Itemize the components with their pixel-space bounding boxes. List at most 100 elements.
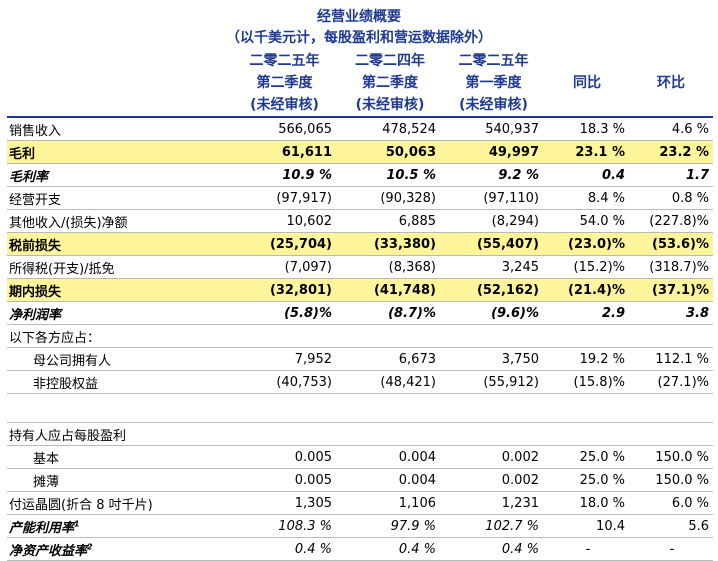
- cell-yoy: 10.4: [545, 514, 629, 538]
- header-q2-2024: 二零二四年 第二季度 (未经审核): [338, 50, 442, 118]
- cell-value: (97,110): [442, 186, 545, 210]
- cell-qoq: (227.8)%: [629, 209, 713, 233]
- row-label: 毛利: [7, 140, 231, 164]
- cell-value: 61,611: [231, 140, 338, 164]
- table-row: 所得税(开支)/抵免 (7,097) (8,368) 3,245 (15.2)% (318…: [7, 255, 713, 279]
- cell-qoq: (37.1)%: [629, 278, 713, 302]
- cell-yoy: 18.0 %: [545, 491, 629, 515]
- cell-value: (52,162): [442, 278, 545, 302]
- cell-value: 1,106: [338, 491, 442, 515]
- row-label: 母公司拥有人: [7, 347, 231, 371]
- page-title: 经营业绩概要: [317, 9, 401, 25]
- cell-value: (8,368): [338, 255, 442, 279]
- cell-value: (97,917): [231, 186, 338, 210]
- cell-value: (90,328): [338, 186, 442, 210]
- cell-yoy: (15.8)%: [545, 370, 629, 394]
- cell-value: (55,912): [442, 370, 545, 394]
- table-header-row: 二零二五年 第二季度 (未经审核) 二零二四年 第二季度 (未经审核) 二零二五年 第一季…: [7, 50, 713, 118]
- row-label: 以下各方应占：: [7, 324, 231, 348]
- table-row: 非控股权益 (40,753) (48,421) (55,912) (15.8)% (27.…: [7, 370, 713, 394]
- cell-yoy: 19.2 %: [545, 347, 629, 371]
- cell-value: 108.3 %: [231, 514, 338, 538]
- cell-value: (25,704): [231, 232, 338, 256]
- header-q2-2025: 二零二五年 第二季度 (未经审核): [231, 50, 338, 118]
- header-label-cell: [7, 50, 231, 118]
- page-subtitle: （以千美元计，每股盈利和营运数据除外）: [226, 30, 492, 46]
- cell-value: 0.004: [338, 445, 442, 469]
- cell-qoq: -: [629, 537, 713, 561]
- cell-yoy: 0.4: [545, 163, 629, 187]
- table-row: 付运晶圆(折合 8 吋千片) 1,305 1,106 1,231 18.0 % 6.0 %: [7, 491, 713, 515]
- cell-value: 0.005: [231, 468, 338, 492]
- row-label: 销售收入: [7, 117, 231, 141]
- results-summary: 经营业绩概要 （以千美元计，每股盈利和营运数据除外） 二零二五年 第二季度 (未经审…: [7, 9, 713, 561]
- table-row: 毛利率 10.9 % 10.5 % 9.2 % 0.4 1.7: [7, 163, 713, 187]
- cell-value: 10.9 %: [231, 163, 338, 187]
- row-label: 摊薄: [7, 468, 231, 492]
- table-row: 净利润率 (5.8)% (8.7)% (9.6)% 2.9 3.8: [7, 301, 713, 325]
- cell-value: 1,231: [442, 491, 545, 515]
- cell-qoq: (27.1)%: [629, 370, 713, 394]
- cell-value: 10.5 %: [338, 163, 442, 187]
- row-label: 所得税(开支)/抵免: [7, 255, 231, 279]
- cell-qoq: (53.6)%: [629, 232, 713, 256]
- table-row: 摊薄 0.005 0.004 0.002 25.0 % 150.0 %: [7, 468, 713, 492]
- table-row: 基本 0.005 0.004 0.002 25.0 % 150.0 %: [7, 445, 713, 469]
- footnote-mark: 2: [87, 542, 93, 552]
- header-yoy: 同比: [545, 50, 629, 118]
- cell-value: 97.9 %: [338, 514, 442, 538]
- cell-value: (55,407): [442, 232, 545, 256]
- header-q1-2025: 二零二五年 第一季度 (未经审核): [442, 50, 545, 118]
- cell-value: 566,065: [231, 117, 338, 141]
- footnote-mark: 1: [74, 519, 80, 529]
- cell-qoq: 0.8 %: [629, 186, 713, 210]
- cell-value: 3,750: [442, 347, 545, 371]
- cell-qoq: 23.2 %: [629, 140, 713, 164]
- cell-qoq: 112.1 %: [629, 347, 713, 371]
- table-row: 经营开支 (97,917) (90,328) (97,110) 8.4 % 0.8 %: [7, 186, 713, 210]
- spacer-row: [7, 393, 713, 423]
- cell-qoq: 6.0 %: [629, 491, 713, 515]
- cell-value: 102.7 %: [442, 514, 545, 538]
- row-label: 净利润率: [7, 301, 231, 325]
- cell-value: (8,294): [442, 209, 545, 233]
- table-row: 销售收入 566,065 478,524 540,937 18.3 % 4.6 %: [7, 117, 713, 141]
- cell-value: (8.7)%: [338, 301, 442, 325]
- row-label: 产能利用率1: [7, 514, 231, 538]
- cell-value: (33,380): [338, 232, 442, 256]
- cell-yoy: 54.0 %: [545, 209, 629, 233]
- cell-value: 0.002: [442, 468, 545, 492]
- cell-yoy: -: [545, 537, 629, 561]
- table-row: 以下各方应占：: [7, 324, 713, 348]
- cell-yoy: (15.2)%: [545, 255, 629, 279]
- cell-qoq: 150.0 %: [629, 445, 713, 469]
- cell-qoq: 3.8: [629, 301, 713, 325]
- row-label: 非控股权益: [7, 370, 231, 394]
- cell-value: 478,524: [338, 117, 442, 141]
- cell-value: 3,245: [442, 255, 545, 279]
- cell-value: 540,937: [442, 117, 545, 141]
- table-row: 期内损失 (32,801) (41,748) (52,162) (21.4)% (37.1…: [7, 278, 713, 302]
- cell-qoq: 150.0 %: [629, 468, 713, 492]
- row-label: 期内损失: [7, 278, 231, 302]
- table-row: 其他收入/(损失)净额 10,602 6,885 (8,294) 54.0 % (227.…: [7, 209, 713, 233]
- cell-value: 7,952: [231, 347, 338, 371]
- row-label: 净资产收益率2: [7, 537, 231, 561]
- cell-yoy: 18.3 %: [545, 117, 629, 141]
- row-label: 毛利率: [7, 163, 231, 187]
- cell-yoy: 8.4 %: [545, 186, 629, 210]
- cell-value: (40,753): [231, 370, 338, 394]
- row-label: 经营开支: [7, 186, 231, 210]
- cell-value: 6,885: [338, 209, 442, 233]
- header-qoq: 环比: [629, 50, 713, 118]
- cell-yoy: (23.0)%: [545, 232, 629, 256]
- cell-value: 9.2 %: [442, 163, 545, 187]
- row-label: 其他收入/(损失)净额: [7, 209, 231, 233]
- row-label: 持有人应占每股盈利: [7, 422, 231, 446]
- cell-yoy: (21.4)%: [545, 278, 629, 302]
- cell-value: (32,801): [231, 278, 338, 302]
- cell-value: 0.4 %: [231, 537, 338, 561]
- cell-yoy: 23.1 %: [545, 140, 629, 164]
- cell-value: 0.002: [442, 445, 545, 469]
- results-table: 二零二五年 第二季度 (未经审核) 二零二四年 第二季度 (未经审核) 二零二五年 第一季…: [7, 50, 713, 561]
